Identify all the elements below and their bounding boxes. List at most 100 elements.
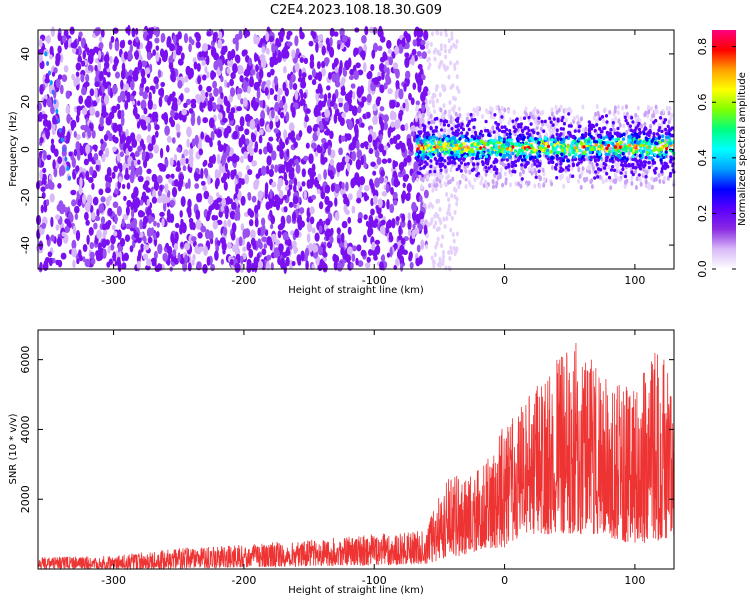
spectrogram-cell bbox=[200, 180, 206, 186]
spectrogram-cell bbox=[325, 128, 331, 136]
spectrogram-cell bbox=[295, 48, 300, 56]
spectrogram-cell bbox=[242, 228, 247, 240]
spectrogram-cell bbox=[445, 175, 449, 181]
spectrogram-cell bbox=[448, 158, 452, 162]
spectrogram-cell bbox=[437, 140, 441, 145]
spectrogram-cell bbox=[258, 68, 264, 80]
spectrogram-cell bbox=[551, 123, 555, 127]
spectrogram-cell bbox=[421, 123, 425, 127]
spectrogram-cell bbox=[457, 106, 461, 112]
spectrogram-cell bbox=[212, 80, 218, 89]
spectrogram-cell bbox=[156, 174, 163, 184]
spectrogram-cell bbox=[145, 187, 151, 193]
spectrogram-cell bbox=[105, 116, 112, 126]
spectrogram-cell bbox=[627, 138, 631, 142]
spectrogram-cell bbox=[126, 91, 131, 103]
spectrogram-cell bbox=[560, 118, 564, 123]
spectrogram-cell bbox=[428, 152, 433, 156]
spectrogram-cell bbox=[395, 216, 400, 222]
spectrogram-cell bbox=[242, 97, 248, 108]
spectrogram-cell bbox=[478, 155, 482, 159]
spectrogram-cell bbox=[196, 115, 201, 126]
spectrogram-cell bbox=[568, 132, 572, 137]
spectrogram-cell bbox=[605, 177, 608, 183]
spectrogram-cell bbox=[111, 224, 116, 231]
spectrogram-cell bbox=[505, 158, 509, 162]
spectrogram-cell bbox=[372, 170, 377, 176]
spectrogram-cell bbox=[251, 133, 257, 143]
spectrogram-cell bbox=[203, 190, 210, 200]
spectrogram-cell bbox=[635, 176, 639, 182]
spectrogram-cell bbox=[347, 216, 352, 224]
spectrogram-cell bbox=[596, 149, 600, 154]
spectrogram-cell bbox=[416, 177, 419, 183]
spectrogram-cell bbox=[622, 123, 626, 129]
spectrogram-cell bbox=[270, 108, 275, 119]
spectrogram-cell bbox=[250, 229, 256, 240]
spectrogram-cell bbox=[336, 227, 341, 235]
spectrogram-cell bbox=[391, 218, 396, 229]
spectrogram-cell bbox=[272, 200, 278, 208]
spectrogram-cell bbox=[57, 74, 63, 80]
spectrogram-cell bbox=[217, 140, 222, 147]
spectrogram-cell bbox=[616, 110, 620, 116]
spectrogram-cell bbox=[613, 131, 617, 136]
spectrogram-cell bbox=[392, 135, 398, 145]
spectrogram-cell bbox=[94, 215, 101, 222]
spectrogram-cell bbox=[415, 104, 419, 110]
spectrogram-cell bbox=[121, 262, 127, 270]
spectrogram-cell bbox=[144, 180, 150, 187]
spectrogram-cell bbox=[548, 116, 552, 121]
spectrogram-cell bbox=[650, 176, 654, 182]
spectrogram-cell bbox=[265, 201, 271, 211]
spectrogram-cell bbox=[620, 159, 624, 164]
spectrogram-cell bbox=[466, 123, 470, 128]
spectrogram-cell bbox=[56, 236, 63, 247]
spectrogram-cell bbox=[134, 50, 140, 61]
spectrogram-cell bbox=[443, 165, 447, 169]
spectrogram-cell bbox=[126, 135, 132, 145]
spectrogram-cell bbox=[247, 169, 253, 176]
spectrogram-cell bbox=[598, 117, 602, 121]
spectrogram-cell bbox=[415, 134, 419, 139]
spectrogram-cell bbox=[453, 187, 457, 192]
spectrogram-cell bbox=[429, 154, 433, 159]
spectrogram-cell bbox=[355, 62, 361, 69]
spectrogram-cell bbox=[113, 231, 118, 237]
spectrogram-cell bbox=[212, 71, 217, 78]
spectrogram-cell bbox=[255, 64, 259, 73]
spectrogram-cell bbox=[607, 164, 611, 170]
spectrogram-cell bbox=[493, 173, 497, 179]
spectrogram-cell bbox=[455, 146, 459, 151]
spectrogram-cell bbox=[630, 116, 634, 120]
spectrogram-cell bbox=[435, 136, 439, 141]
spectrogram-cell bbox=[303, 57, 309, 65]
spectrogram-cell bbox=[635, 116, 638, 122]
spectrogram-cell bbox=[619, 171, 623, 175]
spectrogram-cell bbox=[180, 196, 186, 207]
spectrogram-cell bbox=[427, 56, 431, 62]
spectrogram-cell bbox=[136, 100, 141, 107]
spectrogram-cell bbox=[254, 217, 259, 228]
spectrogram-cell bbox=[223, 95, 228, 106]
spectrogram-cell bbox=[285, 248, 291, 257]
spectrogram-cell bbox=[165, 242, 170, 250]
spectrogram-cell bbox=[425, 233, 429, 239]
spectrogram-cell bbox=[348, 75, 354, 81]
spectrogram-cell bbox=[418, 195, 423, 203]
spectrogram-cell bbox=[361, 96, 367, 103]
spectrogram-cell bbox=[489, 106, 493, 111]
spectrogram-cell bbox=[511, 119, 515, 124]
spectrogram-cell bbox=[599, 163, 603, 168]
spectrogram-cell bbox=[137, 159, 141, 165]
spectrogram-cell bbox=[45, 128, 50, 140]
spectrogram-cell bbox=[223, 181, 228, 191]
spectrogram-cell bbox=[616, 104, 620, 110]
spectrogram-cell bbox=[454, 248, 458, 254]
spectrogram-cell bbox=[281, 48, 287, 59]
spectrogram-cell bbox=[331, 93, 337, 104]
spectrogram-cell bbox=[453, 104, 457, 110]
spectrogram-cell bbox=[194, 183, 200, 190]
spectrogram-cell bbox=[324, 108, 331, 118]
spectrogram-cell bbox=[323, 93, 328, 104]
